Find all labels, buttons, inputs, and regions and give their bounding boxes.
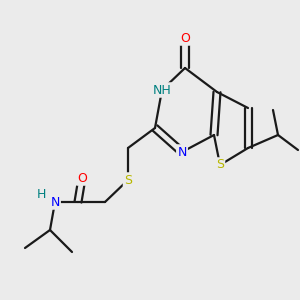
Text: O: O xyxy=(77,172,87,184)
Text: H: H xyxy=(36,188,46,200)
Text: NH: NH xyxy=(153,83,171,97)
Text: S: S xyxy=(216,158,224,172)
Text: N: N xyxy=(177,146,187,158)
Text: O: O xyxy=(180,32,190,44)
Text: N: N xyxy=(50,196,60,208)
Text: S: S xyxy=(124,173,132,187)
